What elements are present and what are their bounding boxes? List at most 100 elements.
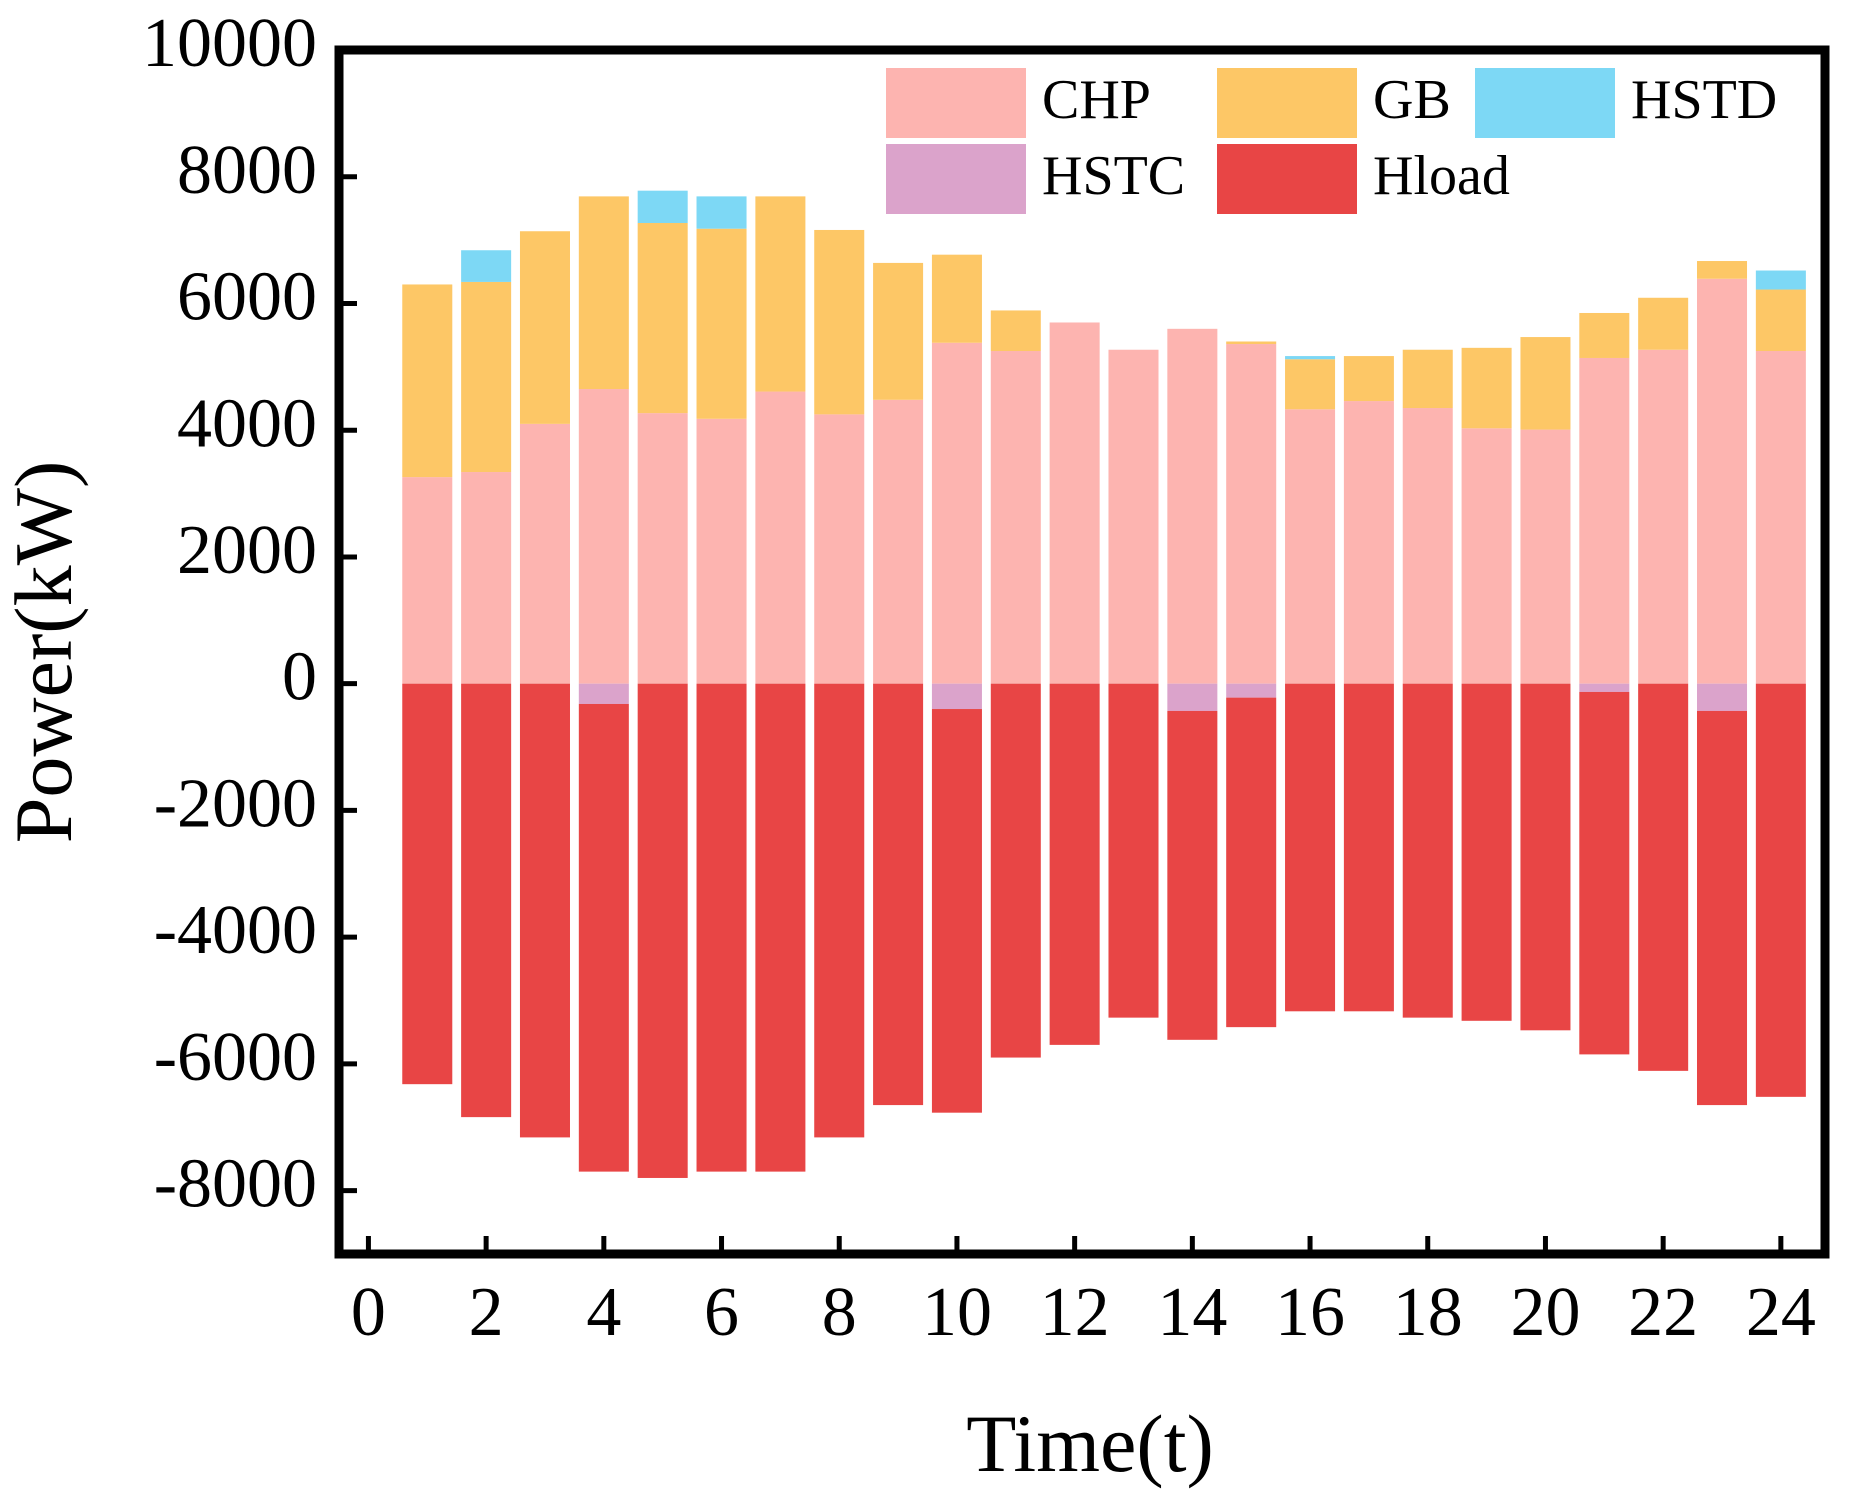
y-tick-label: -2000 [154, 765, 317, 842]
bar-segment [1755, 289, 1806, 351]
x-axis-title: Time(t) [966, 1398, 1214, 1489]
bar-segment [1755, 351, 1806, 684]
bar-segment [990, 310, 1041, 351]
bar-segment [519, 231, 570, 424]
legend-label: GB [1373, 69, 1451, 131]
bar-segment [1226, 697, 1277, 1028]
bar-segment [1402, 408, 1453, 684]
y-tick-label: 8000 [177, 132, 317, 209]
legend-swatch [1217, 68, 1357, 138]
bar-segment [755, 196, 806, 392]
bar-segment [519, 683, 570, 1138]
bar-segment [931, 342, 982, 684]
bar-segment [873, 399, 924, 684]
bar-segment [461, 472, 512, 684]
bar-segment [402, 683, 453, 1085]
bar-segment [1696, 261, 1748, 279]
x-tick-label: 24 [1746, 1274, 1816, 1351]
x-tick-label: 0 [351, 1274, 386, 1351]
bar-segment [461, 250, 512, 282]
bar-segment [578, 683, 629, 704]
bar-segment [402, 477, 453, 684]
x-tick-label: 14 [1157, 1274, 1227, 1351]
x-tick-label: 4 [586, 1274, 621, 1351]
bar-segment [1167, 328, 1218, 684]
bar-segment [696, 196, 747, 229]
bar-segment [1696, 278, 1748, 684]
y-tick-label: 2000 [177, 512, 317, 589]
y-tick-label: -8000 [154, 1146, 317, 1223]
x-tick-label: 10 [922, 1274, 992, 1351]
bar-segment [1402, 683, 1453, 1018]
bar-segment [1226, 341, 1277, 345]
bar-segment [1343, 683, 1394, 1012]
bar-segment [637, 413, 688, 684]
plot-frame [334, 45, 1830, 1259]
bar-segment [696, 228, 747, 419]
bar-segment [1402, 349, 1453, 409]
bar-segment [1755, 683, 1806, 1097]
bar-segment [990, 683, 1041, 1058]
x-tick-label: 6 [704, 1274, 739, 1351]
bar-segment [1696, 683, 1748, 711]
bar-segment [1167, 683, 1218, 711]
bar-segment [1520, 337, 1571, 430]
bar-segment [990, 351, 1041, 684]
bar-segment [1461, 683, 1512, 1021]
bar-segment [1285, 356, 1336, 360]
bar-segment [1520, 683, 1571, 1031]
bar-segment [578, 196, 629, 390]
bar-segment [1461, 347, 1512, 429]
bar-segment [931, 254, 982, 343]
bar-segment [1108, 683, 1159, 1018]
y-axis-title: Power(kW) [0, 461, 89, 844]
bar-segment [461, 281, 512, 473]
x-tick-label: 12 [1040, 1274, 1110, 1351]
bar-segment [696, 683, 747, 1172]
bar-segment [637, 683, 688, 1178]
bar-segment [1049, 683, 1100, 1045]
legend-swatch [886, 144, 1026, 214]
y-tick-label: -4000 [154, 892, 317, 969]
bar-segment [519, 423, 570, 684]
bar-segment [1285, 409, 1336, 684]
bar-segment [1579, 691, 1630, 1055]
bar-segment [1167, 710, 1218, 1040]
bar-segment [1579, 312, 1630, 358]
bar-segment [1226, 344, 1277, 684]
x-tick-label: 22 [1628, 1274, 1698, 1351]
bar-segment [1343, 356, 1394, 402]
bar-segment [814, 683, 865, 1138]
bar-segment [461, 683, 512, 1118]
x-tick-label: 8 [822, 1274, 857, 1351]
legend-swatch [1475, 68, 1615, 138]
bar-segment [814, 229, 865, 415]
bar-segment [873, 262, 924, 400]
legend-label: Hload [1373, 145, 1510, 207]
bar-segment [1638, 297, 1689, 350]
bar-segment [1696, 710, 1748, 1106]
bar-segment [1285, 683, 1336, 1012]
legend-label: CHP [1042, 69, 1151, 131]
bar-segment [931, 683, 982, 710]
bar-segment [1461, 428, 1512, 684]
bar-segment [1343, 401, 1394, 684]
y-tick-label: 6000 [177, 259, 317, 336]
bar-segment [1579, 683, 1630, 692]
y-tick-label: 10000 [142, 5, 317, 82]
legend-swatch [886, 68, 1026, 138]
legend-label: HSTD [1631, 69, 1777, 131]
bar-segment [578, 389, 629, 684]
bar-segment [1108, 349, 1159, 684]
bar-segment [1285, 359, 1336, 410]
bar-segment [931, 709, 982, 1113]
bar-segment [1638, 683, 1689, 1071]
x-tick-label: 2 [469, 1274, 504, 1351]
bar-segment [873, 683, 924, 1106]
bar-segment [814, 414, 865, 684]
bar-segment [755, 391, 806, 684]
bar-segment [1049, 322, 1100, 684]
bar-segment [1226, 683, 1277, 698]
bar-segment [755, 683, 806, 1172]
